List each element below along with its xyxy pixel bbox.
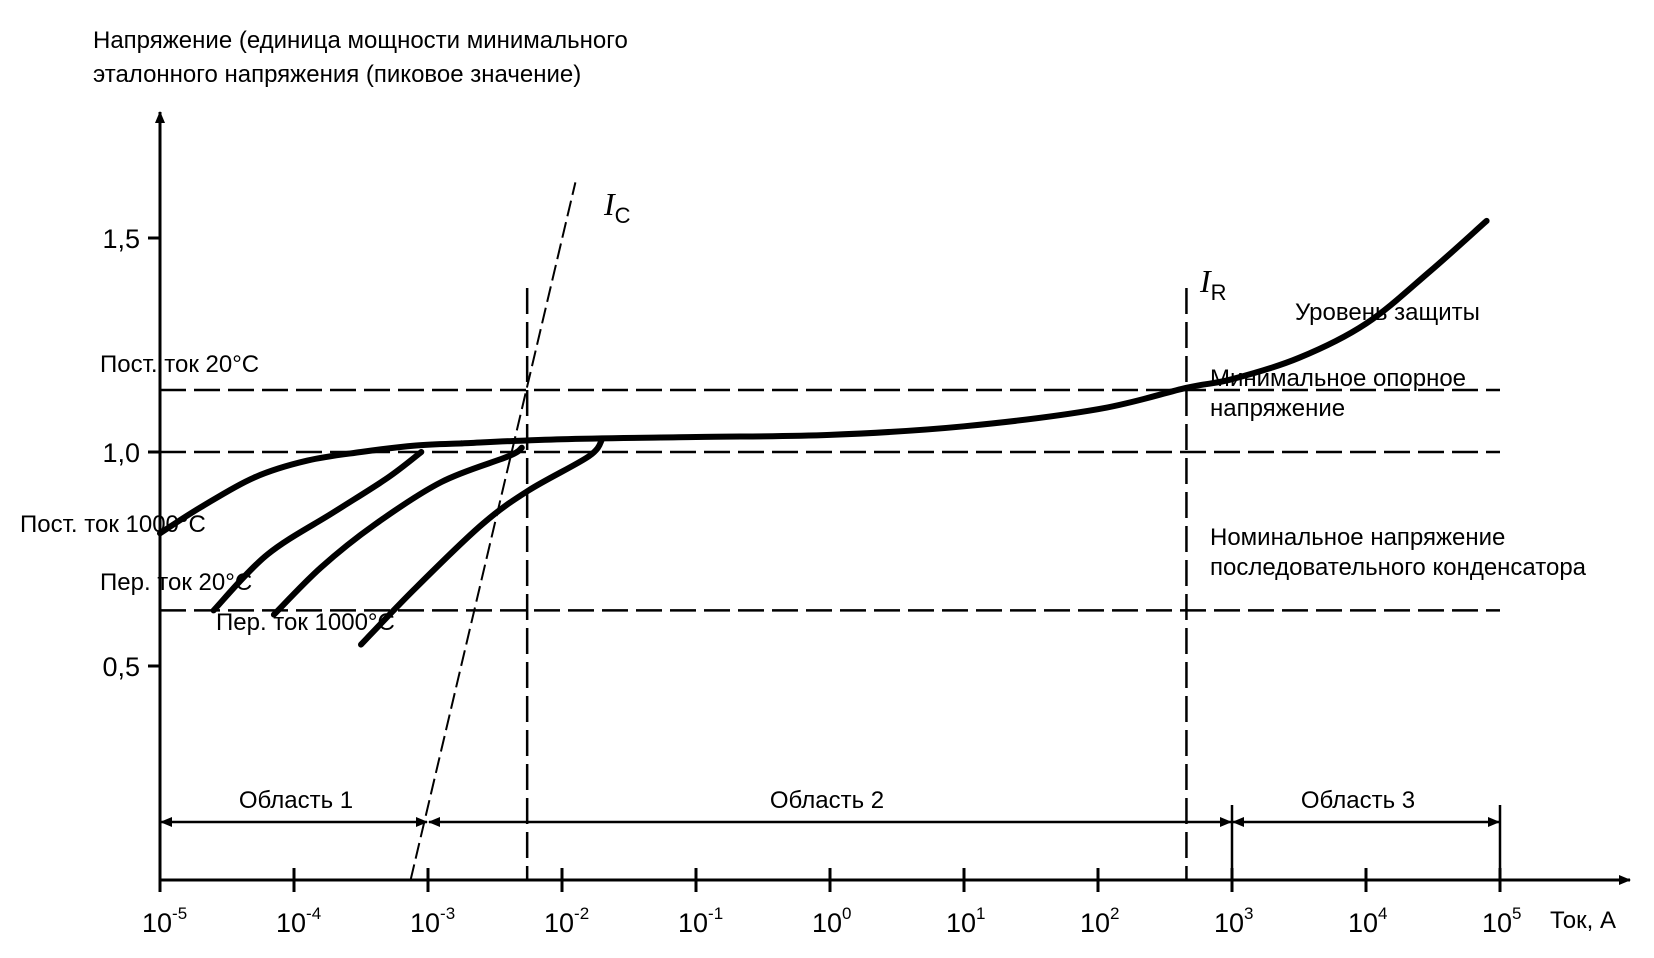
x-tick-label-3: 10-2 (544, 904, 589, 938)
region-2-label: Область 2 (770, 787, 884, 814)
branch-curve-0 (157, 440, 465, 537)
curves-layer (157, 217, 1490, 648)
label-dc-1000: Пост. ток 1000°С (20, 511, 206, 538)
region-3-label: Область 3 (1301, 787, 1415, 814)
y-tick-label-0: 1,5 (102, 224, 140, 254)
region-1-label: Область 1 (239, 787, 353, 814)
label-dc-20: Пост. ток 20°С (100, 351, 259, 378)
label-ic: IC (603, 186, 631, 228)
label-ir: IR (1199, 263, 1227, 305)
branch-curve-3 (358, 436, 606, 648)
x-tick-label-8: 103 (1214, 904, 1254, 938)
x-tick-label-6: 101 (946, 904, 986, 938)
x-tick-label-10: 105 (1482, 904, 1522, 938)
ticks-layer: 1,5 1,0 0,5 10-5 10-4 10-3 10-2 10-1 100 101 102 10… (102, 224, 1521, 938)
y-tick-label-1: 1,0 (102, 438, 140, 468)
x-tick-label-9: 104 (1348, 904, 1388, 938)
label-ac-20: Пер. ток 20°С (100, 569, 252, 596)
label-rated-voltage-1: Номинальное напряжение (1210, 524, 1505, 551)
label-protection-level: Уровень защиты (1295, 299, 1480, 326)
x-tick-label-7: 102 (1080, 904, 1120, 938)
x-tick-label-1: 10-4 (276, 904, 321, 938)
x-tick-label-4: 10-1 (678, 904, 723, 938)
label-ac-1000: Пер. ток 1000°С (216, 609, 395, 636)
label-min-ref-voltage-1: Минимальное опорное (1210, 365, 1466, 392)
x-tick-label-2: 10-3 (410, 904, 455, 938)
branch-curve-2 (270, 444, 525, 618)
ic-line (409, 182, 577, 881)
x-tick-label-5: 100 (812, 904, 852, 938)
y-tick-label-2: 0,5 (102, 652, 140, 682)
branch-curve-1 (210, 449, 425, 614)
label-rated-voltage-2: последовательного конденсатора (1210, 554, 1587, 581)
y-axis-title-line-1: Напряжение (единица мощности минимальног… (93, 27, 628, 54)
regions-layer (158, 805, 1502, 880)
x-axis-title: Ток, А (1550, 907, 1616, 934)
main-vi-curve (458, 217, 1490, 447)
y-axis-title-line-2: эталонного напряжения (пиковое значение) (93, 61, 581, 88)
x-tick-label-0: 10-5 (142, 904, 187, 938)
label-min-ref-voltage-2: напряжение (1210, 395, 1345, 422)
